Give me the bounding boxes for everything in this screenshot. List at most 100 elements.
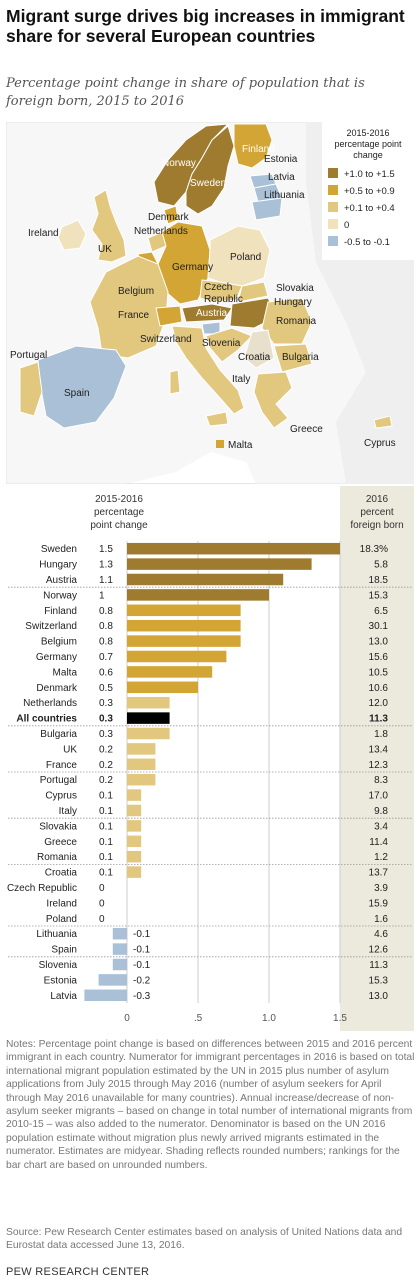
x-tick-label: .5: [194, 1013, 203, 1024]
value-label: 0.1: [99, 791, 113, 802]
left-header: 2015-2016 percentage point change: [90, 494, 148, 531]
category-label: UK: [63, 744, 77, 755]
category-label: Romania: [37, 852, 77, 863]
x-tick-label: 1.5: [333, 1013, 347, 1024]
percent-foreign-born-label: 30.1: [369, 621, 389, 632]
value-label: -0.3: [133, 991, 151, 1002]
percent-foreign-born-label: 4.6: [374, 929, 388, 940]
left-header-2: percentage: [94, 507, 144, 518]
label-lithuania: Lithuania: [264, 190, 305, 201]
category-label: Cyprus: [45, 791, 77, 802]
country-denmark: [163, 205, 179, 225]
value-label: 0.3: [99, 729, 113, 740]
value-label: 0: [99, 898, 105, 909]
country-lithuania: [251, 197, 283, 221]
value-label: 1.5: [99, 544, 113, 555]
legend-label-0: +1.0 to +1.5: [344, 169, 395, 180]
country-germany: [157, 221, 211, 305]
label-czech-1: Czech: [204, 282, 232, 293]
label-germany: Germany: [172, 262, 213, 273]
label-slovenia: Slovenia: [202, 338, 241, 349]
label-finland: Finland: [242, 144, 275, 155]
label-ireland: Ireland: [28, 228, 59, 239]
category-label: Hungary: [39, 560, 77, 571]
right-header-2: percent: [360, 507, 394, 518]
source: Source: Pew Research Center estimates ba…: [6, 1227, 403, 1252]
label-estonia: Estonia: [264, 154, 298, 165]
percent-foreign-born-label: 3.4: [374, 821, 388, 832]
label-cyprus: Cyprus: [364, 438, 396, 449]
percent-foreign-born-label: 15.9: [369, 898, 389, 909]
legend-swatch-0: [328, 168, 338, 178]
value-label: 0: [99, 883, 105, 894]
percent-foreign-born-label: 5.8: [374, 560, 388, 571]
label-malta: Malta: [228, 440, 253, 451]
bar-chart: 2015-2016 percentage point change 2016 p…: [7, 486, 414, 1031]
percent-foreign-born-label: 13.0: [369, 637, 389, 648]
legend-title-2: percentage point: [334, 139, 402, 149]
bar: [127, 542, 340, 555]
value-label: 0.1: [99, 868, 113, 879]
category-label: Slovenia: [39, 960, 78, 971]
bar: [127, 696, 170, 709]
category-label: Italy: [59, 806, 77, 817]
category-label: Finland: [44, 606, 77, 617]
bar: [112, 943, 127, 955]
bar: [127, 835, 142, 848]
value-label: 0.6: [99, 667, 113, 678]
country-poland: [207, 225, 271, 287]
value-label: 0.8: [99, 621, 113, 632]
notes: Notes: Percentage point change is based …: [6, 1039, 415, 1171]
bar: [127, 758, 156, 771]
category-label: Austria: [46, 575, 78, 586]
bar: [127, 666, 213, 678]
bar: [127, 635, 241, 647]
value-label: 0.2: [99, 775, 113, 786]
value-label: 0: [99, 914, 105, 925]
category-label: Denmark: [36, 683, 78, 694]
legend-swatch-4: [328, 236, 338, 246]
category-label: Poland: [46, 914, 77, 925]
value-label: 0.3: [99, 714, 113, 725]
value-label: -0.1: [133, 960, 151, 971]
percent-foreign-born-label: 12.3: [369, 760, 389, 771]
percent-foreign-born-label: 13.0: [369, 991, 389, 1002]
label-portugal: Portugal: [10, 350, 47, 361]
label-croatia: Croatia: [238, 352, 271, 363]
label-norway: Norway: [162, 158, 196, 169]
percent-foreign-born-label: 11.3: [369, 714, 388, 725]
percent-foreign-born-label: 1.6: [374, 914, 388, 925]
country-serbia-region: [243, 329, 275, 369]
label-greece: Greece: [290, 424, 323, 435]
category-label: Switzerland: [25, 621, 77, 632]
category-label: Belgium: [41, 637, 77, 648]
label-austria: Austria: [196, 308, 228, 319]
bar: [84, 989, 127, 1002]
legend-title-3: change: [353, 150, 383, 160]
category-label: Spain: [51, 945, 77, 956]
country-uk: [91, 189, 127, 263]
percent-foreign-born-label: 15.6: [369, 652, 389, 663]
percent-foreign-born-label: 12.0: [369, 698, 389, 709]
value-label: 0.2: [99, 744, 113, 755]
value-label: 0.2: [99, 760, 113, 771]
bar: [127, 619, 241, 632]
value-label: -0.1: [133, 945, 151, 956]
chart-title: Migrant surge drives big increases in im…: [6, 6, 405, 46]
category-label: Portugal: [40, 775, 77, 786]
label-switzerland: Switzerland: [140, 334, 192, 345]
country-czech: [199, 279, 243, 303]
bar: [127, 573, 284, 586]
value-label: -0.2: [133, 975, 151, 986]
category-label: Lithuania: [36, 929, 77, 940]
country-croatia: [205, 327, 253, 363]
bar: [98, 974, 127, 986]
value-label: 1.1: [99, 575, 113, 586]
legend-label-1: +0.5 to +0.9: [344, 186, 395, 197]
country-portugal: [19, 361, 43, 417]
left-header-3: point change: [90, 520, 148, 531]
category-label: Germany: [36, 652, 77, 663]
bar: [127, 789, 142, 801]
bar: [127, 727, 170, 740]
percent-foreign-born-label: 13.7: [369, 868, 389, 879]
